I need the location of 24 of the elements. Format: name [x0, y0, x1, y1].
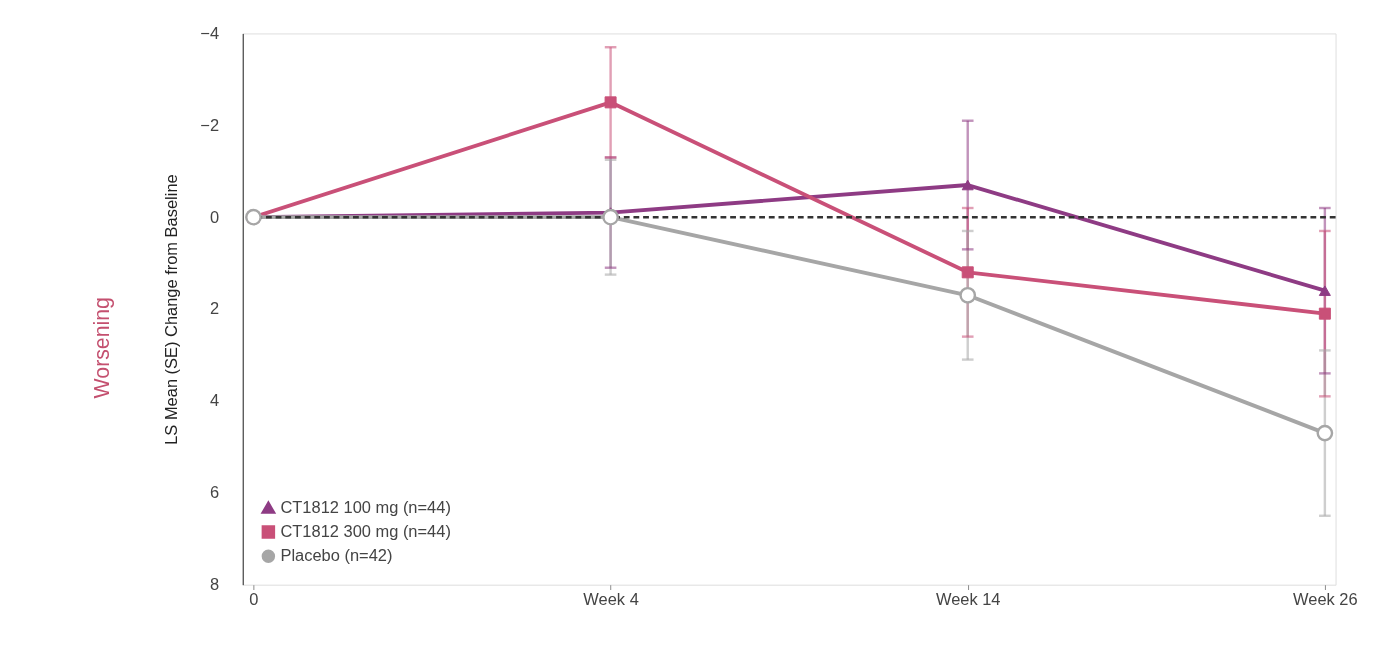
y-axis-title: LS Mean (SE) Change from Baseline: [162, 174, 181, 445]
y-tick-label: −2: [200, 115, 220, 134]
y-tick-label: 6: [209, 483, 220, 502]
legend-label: Placebo (n=42): [280, 546, 393, 564]
point: [961, 179, 974, 191]
x-tick-label: Week 14: [935, 589, 1001, 608]
x-tick-label: Week 4: [583, 589, 639, 608]
point: [1318, 285, 1331, 296]
point: [602, 208, 619, 226]
y-tick-label: 2: [209, 299, 220, 318]
point: [961, 266, 974, 279]
x-tick-label: 0: [249, 589, 259, 608]
point: [1316, 424, 1334, 442]
y-tick-label: 0: [209, 207, 220, 226]
point: [1318, 307, 1331, 320]
x-tick-label: Week 26: [1293, 589, 1358, 608]
y-tick-label: −4: [200, 23, 220, 42]
text: Worsening: [90, 297, 115, 399]
point: [604, 96, 617, 109]
y-tick-label: 4: [209, 391, 220, 410]
legend-label: CT1812 300 mg (n=44): [280, 521, 451, 540]
y-tick-label: 8: [209, 575, 220, 594]
legend-label: CT1812 100 mg (n=44): [280, 497, 451, 516]
point: [959, 286, 977, 304]
